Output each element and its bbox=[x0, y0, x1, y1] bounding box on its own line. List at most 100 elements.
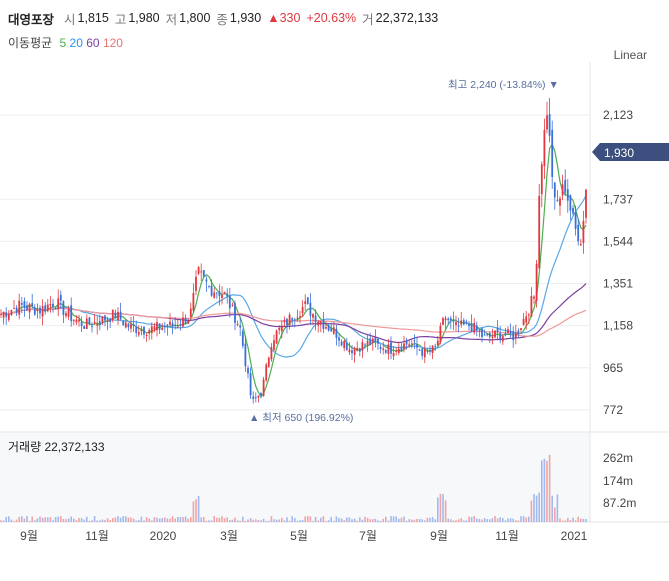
candle-body bbox=[483, 334, 486, 336]
volume-bar bbox=[450, 519, 452, 522]
candle-body bbox=[405, 341, 408, 345]
volume-bar bbox=[91, 520, 93, 522]
volume-bar bbox=[483, 518, 486, 522]
volume-bar bbox=[418, 518, 421, 522]
candle-body bbox=[351, 350, 353, 354]
candle-body bbox=[223, 291, 226, 294]
candle-body bbox=[114, 312, 117, 319]
axis-ticks: 2,123 1,737 1,544 1,351 1,158 965 772 262m 174m 8… bbox=[20, 108, 636, 543]
volume-bar bbox=[218, 517, 221, 522]
volume-bar bbox=[283, 520, 286, 522]
candle-body bbox=[540, 164, 543, 195]
candle-body bbox=[96, 323, 99, 326]
volume-bar bbox=[286, 517, 288, 522]
volume-bar bbox=[335, 516, 338, 522]
moving-average-legend[interactable]: 이동평균 5 20 60 120 bbox=[8, 34, 123, 51]
candle-body bbox=[57, 298, 60, 310]
candle-body bbox=[301, 307, 304, 314]
candle-body bbox=[202, 270, 205, 277]
volume-bar bbox=[338, 518, 340, 522]
volume-bar bbox=[502, 518, 504, 522]
candle-body bbox=[559, 198, 561, 206]
volume-bar bbox=[169, 518, 171, 522]
price-tick-label: 1,158 bbox=[603, 319, 633, 333]
candle-body bbox=[374, 337, 377, 342]
volume-bar bbox=[460, 518, 462, 522]
volume-bar bbox=[2, 520, 5, 522]
candle-body bbox=[462, 320, 465, 325]
volume-bar bbox=[416, 518, 418, 522]
candle-body bbox=[444, 318, 447, 321]
candle-body bbox=[127, 323, 130, 328]
volume-bar bbox=[177, 517, 179, 522]
candle-body bbox=[514, 332, 517, 338]
volume-bar bbox=[382, 518, 384, 522]
volume-bar bbox=[15, 519, 18, 522]
candle-body bbox=[330, 328, 333, 332]
volume-bar bbox=[473, 516, 475, 522]
volume-bar bbox=[86, 516, 88, 522]
high-label: 고 bbox=[114, 12, 127, 27]
volume-value: 22,372,133 bbox=[375, 11, 439, 25]
volume-bar bbox=[242, 516, 244, 522]
volume-bar bbox=[580, 518, 582, 522]
volume-bar bbox=[96, 520, 98, 522]
volume-bar bbox=[312, 520, 314, 522]
volume-bar bbox=[101, 519, 104, 522]
candle-body bbox=[231, 304, 234, 306]
volume-bars bbox=[0, 454, 587, 522]
volume-bar bbox=[262, 518, 265, 522]
candle-body bbox=[262, 379, 265, 396]
volume-bar bbox=[509, 518, 512, 522]
candle-body bbox=[520, 328, 522, 330]
volume-bar bbox=[468, 516, 470, 522]
candle-body bbox=[13, 308, 15, 310]
candle-body bbox=[585, 189, 587, 218]
volume-bar bbox=[452, 520, 455, 522]
volume-bar bbox=[403, 516, 405, 522]
volume-bar bbox=[161, 518, 163, 522]
volume-bar bbox=[374, 518, 377, 522]
candle-body bbox=[501, 335, 504, 342]
volume-bar bbox=[535, 495, 538, 522]
candle-body bbox=[59, 294, 62, 301]
candle-body bbox=[150, 326, 153, 334]
volume-bar bbox=[327, 520, 330, 522]
volume-bar bbox=[195, 499, 197, 522]
candle-body bbox=[20, 303, 23, 305]
volume-bar bbox=[270, 516, 273, 522]
volume-bar bbox=[179, 517, 182, 522]
volume-bar bbox=[439, 493, 442, 522]
ma-20-line bbox=[0, 194, 587, 358]
candle-body bbox=[226, 293, 229, 297]
volume-bar bbox=[426, 517, 429, 522]
candle-body bbox=[517, 330, 520, 334]
volume-bar bbox=[31, 516, 33, 522]
candle-body bbox=[496, 327, 499, 332]
volume-bar bbox=[200, 517, 202, 522]
scale-mode-toggle[interactable]: Linear bbox=[613, 48, 647, 62]
volume-bar bbox=[512, 518, 514, 522]
candle-body bbox=[85, 318, 88, 330]
volume-bar bbox=[119, 517, 122, 522]
volume-bar bbox=[333, 520, 335, 522]
time-tick-label: 5월 bbox=[290, 529, 308, 543]
open-label: 시 bbox=[64, 12, 76, 27]
candle-body bbox=[145, 334, 148, 336]
candle-body bbox=[457, 325, 460, 327]
candle-body bbox=[39, 307, 41, 314]
volume-bar bbox=[309, 516, 312, 522]
candle-body bbox=[410, 343, 413, 345]
volume-bar bbox=[145, 517, 148, 522]
candle-body bbox=[499, 332, 502, 340]
candle-body bbox=[361, 342, 364, 351]
volume-bar bbox=[114, 517, 117, 522]
volume-bar bbox=[554, 507, 556, 522]
candle-body bbox=[182, 317, 184, 327]
volume-bar bbox=[236, 520, 239, 522]
quote-bar: 대영포장 시 1,815 고 1,980 저 1,800 종 1,930 ▲33… bbox=[8, 8, 444, 28]
candle-body bbox=[44, 305, 47, 312]
candle-body bbox=[52, 303, 54, 307]
price-tick-label: 1,737 bbox=[603, 192, 633, 206]
